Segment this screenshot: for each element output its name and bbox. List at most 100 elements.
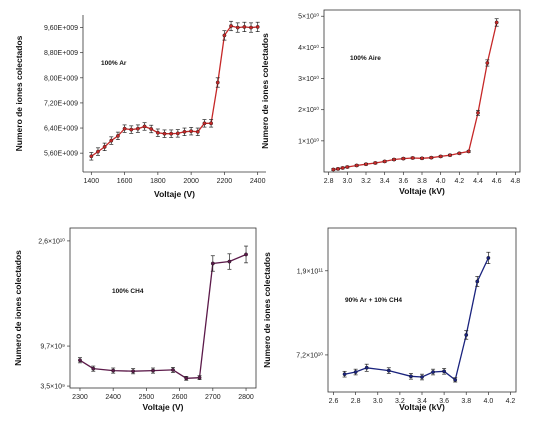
data-point <box>129 127 134 132</box>
data-point <box>155 130 160 135</box>
data-point <box>373 161 378 165</box>
x-tick-label: 3.4 <box>380 178 390 185</box>
series-line <box>333 22 498 171</box>
data-point <box>431 370 435 374</box>
y-tick-label: 8,00E+009 <box>44 75 78 82</box>
y-tick-label: 2×10¹⁰ <box>298 106 319 114</box>
chart-panel-2: 2.8 3.0 3.2 3.4 3.6 3.8 4.0 4.2 4.4 4.6 4.8 1×10¹⁰ 2… <box>260 9 521 196</box>
data-point <box>354 163 359 168</box>
data-point <box>182 129 187 134</box>
data-point <box>197 375 202 380</box>
data-point <box>438 154 443 159</box>
data-point <box>336 166 340 171</box>
x-tick-label: 3.6 <box>439 398 449 405</box>
x-tick-label: 3.0 <box>373 398 383 405</box>
data-point <box>184 376 189 381</box>
data-point <box>448 153 452 158</box>
data-point <box>364 365 369 370</box>
data-point <box>342 372 347 377</box>
data-point <box>116 133 120 138</box>
data-point <box>382 159 387 164</box>
x-tick-label: 3.2 <box>395 398 405 405</box>
data-point <box>485 61 490 65</box>
x-tick-label: 3.0 <box>342 178 352 185</box>
data-point <box>442 369 447 374</box>
data-point <box>475 279 480 284</box>
series-annotation: 100% CH4 <box>112 288 144 295</box>
data-point <box>209 121 214 126</box>
data-point <box>340 166 345 170</box>
data-point <box>429 155 434 160</box>
x-tick-label: 2700 <box>205 394 221 401</box>
data-point <box>111 368 116 373</box>
data-point <box>89 154 94 159</box>
series-line <box>344 257 489 382</box>
y-tick-label: 5×10¹⁰ <box>298 13 319 21</box>
data-point <box>109 138 114 143</box>
x-tick-label: 2800 <box>238 394 254 401</box>
data-point <box>202 121 207 126</box>
y-tick-label: 6,40E+009 <box>44 126 78 133</box>
y-tick-label: 1,9×10¹¹ <box>297 268 324 275</box>
x-tick-label: 2.8 <box>351 398 361 405</box>
x-tick-label: 3.2 <box>361 178 371 185</box>
y-axis-label: Numero de iones colectados <box>260 33 270 149</box>
data-point <box>91 366 96 371</box>
data-point <box>222 33 227 38</box>
data-point <box>464 333 469 337</box>
data-point <box>175 131 180 136</box>
x-tick-label: 3.8 <box>461 398 471 405</box>
data-point <box>242 25 247 29</box>
y-tick-label: 9,7×10⁹ <box>40 344 65 351</box>
x-tick-label: 4.2 <box>506 398 516 405</box>
y-tick-label: 7,20E+009 <box>44 100 78 107</box>
x-axis-label: Voltaje (kV) <box>399 402 445 412</box>
x-tick-label: 2400 <box>105 394 121 401</box>
plot-frame <box>323 9 521 173</box>
data-point <box>331 167 336 172</box>
x-tick-label: 4.4 <box>473 178 483 185</box>
data-point <box>494 20 499 25</box>
y-tick-label: 4×10¹⁰ <box>298 44 319 52</box>
data-point <box>102 144 107 149</box>
data-point <box>227 259 232 264</box>
y-tick-label: 1×10¹⁰ <box>298 137 319 145</box>
data-point <box>409 374 413 379</box>
data-point <box>345 165 350 169</box>
x-tick-label: 4.0 <box>436 178 446 185</box>
data-point <box>410 156 415 160</box>
y-tick-label: 9,60E+009 <box>44 25 78 32</box>
chart-panel-3: 2300 2400 2500 2600 2700 2800 3,5×10⁹ 9,7×10⁹ 2,… <box>13 227 257 412</box>
data-point <box>149 127 154 131</box>
data-point <box>78 358 82 363</box>
x-tick-label: 1800 <box>150 178 166 185</box>
data-point <box>195 129 200 134</box>
series-line <box>79 253 247 379</box>
x-tick-label: 2200 <box>217 178 233 185</box>
plot-frame <box>327 227 517 393</box>
x-tick-label: 1600 <box>117 178 133 185</box>
data-point <box>420 375 424 379</box>
x-tick-label: 4.8 <box>510 178 520 185</box>
data-point <box>122 126 127 131</box>
data-point <box>401 156 406 161</box>
data-point <box>96 149 100 154</box>
chart-panel-1: 1400 1600 1800 2000 2200 2400 5,60E+009 6,40E+0… <box>14 15 266 199</box>
x-tick-label: 2000 <box>183 178 199 185</box>
x-tick-label: 3.4 <box>417 398 427 405</box>
x-axis-label: Voltaje (kV) <box>399 186 445 196</box>
data-point <box>235 25 240 30</box>
data-point <box>364 162 368 167</box>
data-point <box>210 261 215 266</box>
x-tick-label: 4.2 <box>454 178 464 185</box>
data-point <box>229 24 233 28</box>
y-tick-label: 3,5×10⁹ <box>40 384 65 391</box>
x-tick-label: 2600 <box>172 394 188 401</box>
data-point <box>244 252 248 257</box>
data-point <box>171 368 175 372</box>
y-tick-label: 5,60E+009 <box>44 151 78 158</box>
series-annotation: 90% Ar + 10% CH4 <box>345 297 402 304</box>
x-tick-label: 1400 <box>84 178 100 185</box>
series-annotation: 100% Ar <box>101 60 127 67</box>
